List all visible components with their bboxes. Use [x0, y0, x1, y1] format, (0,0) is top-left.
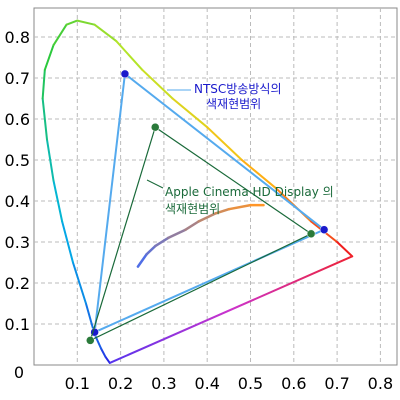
apple-leader-line: [146, 179, 164, 189]
ntsc-primary-point-1: [319, 225, 329, 234]
purple-line: [109, 255, 353, 364]
annotation-group: NTSC방송방식의 색재현범위 Apple Cinema HD Display …: [146, 82, 334, 216]
spectral-locus-segment: [171, 97, 209, 129]
planckian-locus-segment: [153, 236, 170, 248]
planckian-locus-segment: [166, 228, 187, 240]
x-tick-label: 0.2: [108, 374, 133, 393]
x-tick-label: 0.3: [151, 374, 176, 393]
spectral-locus-segment: [45, 138, 55, 182]
planckian-locus-segment: [214, 207, 231, 215]
spectral-locus-segment: [93, 333, 103, 350]
spectral-locus-segment: [76, 19, 96, 26]
y-tick-label: 0.5: [5, 151, 30, 170]
spectral-locus-segment: [61, 220, 74, 264]
planckian-locus-segment: [197, 212, 218, 223]
ntsc-primary-point-0: [120, 69, 130, 79]
spectral-locus-segment: [52, 23, 68, 47]
spectral-locus-segment: [65, 19, 79, 26]
spectral-locus-segment: [100, 347, 107, 358]
apple-gamut-triangle: [89, 126, 313, 342]
planckian-locus-group: [136, 203, 265, 268]
spectral-locus-segment: [206, 126, 243, 161]
planckian-locus-segment: [227, 203, 252, 211]
tick-labels: 0.1 0.2 0.3 0.4 0.5 0.6 0.7 0.8 0 0.1 0.2 0.3 0.4 0.5…: [5, 28, 394, 393]
ntsc-label-line1: NTSC방송방식의: [194, 82, 282, 96]
y-tick-label: 0.1: [5, 315, 30, 334]
apple-label-line2: 색재현범위: [165, 202, 220, 216]
apple-primary-point-0: [150, 122, 160, 132]
spectral-locus-segment: [93, 23, 118, 43]
spectral-locus-segment: [336, 241, 354, 258]
ntsc-label-line2: 색재현범위: [206, 97, 261, 111]
y-tick-label: 0.8: [5, 28, 30, 47]
y-tick-label: 0.7: [5, 69, 30, 88]
spectral-locus-segment: [115, 40, 144, 71]
plot-area: [33, 7, 398, 366]
x-tick-label: 0.8: [368, 374, 393, 393]
y-tick-label: 0: [14, 363, 24, 382]
spectral-locus-segment: [43, 44, 55, 71]
apple-primary-point-1: [306, 229, 316, 239]
x-tick-label: 0.1: [65, 374, 90, 393]
x-tick-label: 0.5: [238, 374, 263, 393]
gamut-series-group: [86, 69, 329, 345]
spectral-locus-segment: [104, 355, 111, 364]
y-tick-label: 0.3: [5, 233, 30, 252]
apple-label-line1: Apple Cinema HD Display 의: [165, 185, 334, 199]
planckian-locus-segment: [136, 253, 148, 268]
ntsc-gamut-triangle: [93, 72, 327, 334]
spectral-locus-segment: [41, 68, 46, 100]
spectral-locus-segment: [52, 179, 64, 223]
spectral-locus-segment: [71, 261, 87, 305]
spectral-locus-segment: [141, 68, 174, 100]
x-tick-label: 0.6: [281, 374, 306, 393]
x-tick-label: 0.4: [194, 374, 219, 393]
planckian-locus-segment: [145, 244, 157, 256]
apple-primary-point-2: [86, 336, 95, 345]
spectral-locus-segment: [41, 97, 48, 141]
spectral-locus-segment: [240, 159, 278, 190]
y-tick-label: 0.2: [5, 274, 30, 293]
x-tick-label: 0.7: [324, 374, 349, 393]
y-tick-label: 0.4: [5, 192, 30, 211]
y-tick-label: 0.6: [5, 110, 30, 129]
planckian-locus-segment: [184, 220, 200, 231]
